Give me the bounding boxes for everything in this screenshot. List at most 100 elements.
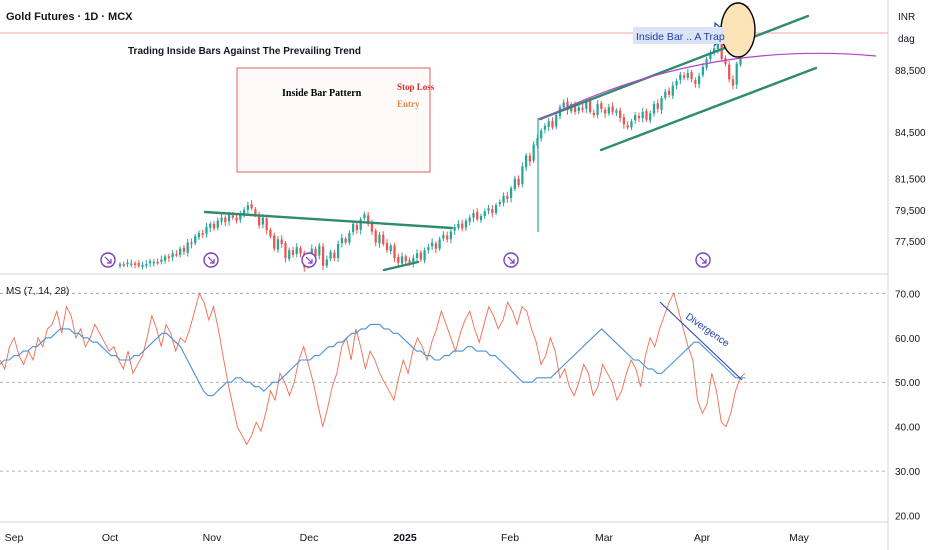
candle-body [588,100,592,112]
candle-body [397,257,400,263]
candle-body [423,250,426,261]
candle-body [720,41,723,60]
candle-body [626,125,629,128]
candle-body [498,202,501,205]
candle-body [133,263,137,265]
candle-body [389,245,392,252]
candle-body [660,97,663,110]
candle-body [205,226,208,234]
candle-body [592,112,595,116]
rsi-tick-label: 30.00 [895,467,920,478]
candle-body [585,101,588,109]
candle-body [611,106,614,112]
candle-body [175,254,178,256]
candle-body [701,66,705,76]
price-tick-label: 81,500 [895,175,926,186]
candle-body [566,101,569,111]
candle-body [615,110,618,113]
candle-body [231,215,234,218]
candle-body [261,217,265,225]
candle-body [201,233,204,235]
candle-body [461,223,464,229]
candle-body [186,242,189,253]
candle-body [472,212,475,218]
candle-body [483,211,486,217]
candle-body [333,252,336,259]
candle-body [171,253,174,258]
candle-body [291,250,295,255]
rsi-series-line [0,292,746,446]
candle-body [562,102,565,108]
candle-body [502,195,505,203]
candle-body [476,212,479,220]
candle-body [378,234,381,244]
candle-body [412,258,415,264]
candle-body [344,238,347,243]
candle-body [363,214,366,219]
candle-body [224,217,227,223]
trap-circle [720,2,756,58]
candle-body [619,110,622,119]
price-tick-label: 88,500 [895,66,926,77]
candle-body [652,104,656,114]
trendline [538,14,810,121]
time-tick-label: Oct [102,532,118,544]
candle-body [731,79,735,86]
candle-body [325,259,328,266]
rsi-series-line [0,323,745,397]
trap-label-box [633,27,724,44]
candle-body [197,233,201,238]
candle-body [547,121,550,127]
candle-body [258,214,261,226]
candle-body [280,239,283,245]
candle-body [442,234,445,239]
candle-body [491,209,494,213]
candle-body [637,115,641,119]
candle-body [242,209,246,214]
candle-body [156,261,159,264]
candle-body [532,144,535,161]
rsi-tick-label: 60.00 [895,334,920,345]
candle-body [393,245,396,259]
candle-body [540,130,543,139]
candle-body [675,80,678,86]
candle-body [487,208,490,211]
trendline [382,260,420,272]
rsi-tick-label: 20.00 [895,512,920,523]
candle-body [581,108,584,110]
candle-body [329,251,332,259]
candle-body [239,212,242,220]
candle-body [573,104,577,112]
candle-body [543,125,547,130]
candle-body [235,217,238,221]
candle-body [404,256,407,262]
candle-body [254,209,257,215]
price-tick-label: 77,500 [895,237,926,248]
candle-body [126,262,129,265]
candle-body [551,121,554,128]
candle-body [295,247,298,254]
currency-label: INR [898,12,915,23]
candle-body [427,247,430,251]
candle-body [212,223,216,229]
candle-body [340,237,343,244]
candle-body [359,219,362,231]
candle-body [137,262,140,266]
candle-body [190,242,193,245]
candle-body [728,64,731,80]
candle-body [273,235,276,249]
candle-body [649,113,652,121]
candle-body [430,242,434,247]
time-tick-label: Mar [595,532,614,544]
candle-body [163,256,167,261]
candle-body [453,226,456,231]
candle-body [194,236,197,244]
candle-body [370,223,374,232]
candle-body [446,235,449,240]
time-tick-label: 2025 [393,532,417,544]
candle-body [209,223,212,228]
candle-body [419,252,422,260]
